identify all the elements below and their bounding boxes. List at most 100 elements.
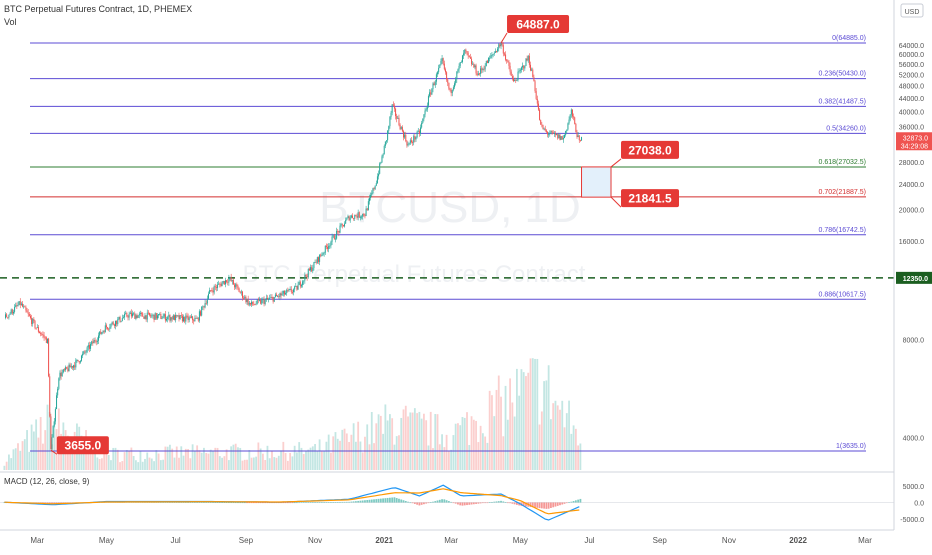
candle-body [315,261,317,263]
volume-bar [339,440,341,470]
candle-body [302,281,304,286]
price-tick-label: 4000.0 [903,435,925,442]
macd-histogram-bar [525,502,527,507]
candle-body [56,395,58,410]
macd-histogram-bar [218,502,221,503]
candle-body [460,61,462,63]
macd-histogram-bar [296,502,298,504]
candle-body [342,224,344,227]
candle-body [141,313,143,314]
macd-histogram-bar [563,502,566,504]
callout-label: 21841.5 [628,192,672,206]
candle-body [499,44,501,47]
macd-histogram-bar [493,501,496,503]
candle-body [320,254,322,256]
time-tick-label: Sep [653,536,668,545]
macd-histogram-bar [189,502,192,503]
candle-body [355,215,357,217]
macd-histogram-bar [488,502,491,503]
candle-body [159,314,161,315]
candle-body [237,286,239,289]
volume-bar [246,459,248,470]
macd-histogram-bar [472,502,475,505]
candle-body [180,315,182,316]
candle-body [112,322,114,325]
candle-body [200,311,202,316]
macd-signal-line [4,488,580,515]
volume-bar [314,444,316,470]
candle-body [435,74,437,82]
candle-body [138,313,140,316]
candle-body [186,315,188,317]
macd-histogram-bar [550,502,552,508]
fib-label-0.618: 0.618(27032.5) [819,159,866,166]
macd-histogram-bar [336,501,339,503]
candle-body [268,298,270,300]
macd-histogram-bar [370,499,373,503]
candle-body [45,337,47,343]
candle-body [351,215,353,219]
volume-bar [407,416,409,470]
candle-body [468,55,470,58]
candle-body [44,337,46,339]
candle-body [229,277,231,279]
volume-bar [280,450,282,470]
macd-histogram-bar [232,502,235,504]
macd-histogram-bar [561,502,564,505]
macd-histogram-bar [159,502,162,503]
candle-body [177,315,179,317]
volume-bar [391,418,394,470]
volume-bar [522,372,525,470]
candle-body [392,104,394,106]
candle-body [19,301,21,305]
macd-histogram-bar [248,502,251,504]
candle-body [26,310,28,313]
candle-body [325,245,327,248]
candle-body [517,71,519,80]
macd-histogram-bar [506,502,509,504]
candle-body [536,98,538,104]
macd-histogram-bar [173,502,176,503]
macd-histogram-bar [237,502,239,504]
volume-bar [227,460,230,470]
candle-body [276,294,278,297]
macd-histogram-bar [166,502,169,503]
candle-body [279,293,281,297]
macd-histogram-bar [262,502,264,504]
candle-body [152,314,154,316]
candle-body [274,294,276,298]
candle-body [217,284,219,288]
candle-body [298,282,300,285]
macd-pane: 5000.0 0.0 -5000.0 [0,484,924,524]
volume-bar [214,447,217,470]
candle-body [438,67,440,73]
candle-body [40,333,42,335]
volume-bar [513,416,516,470]
symbol-title[interactable]: BTC Perpetual Futures Contract, 1D, PHEM… [4,4,192,14]
candle-body [559,134,561,140]
candle-body [433,83,435,86]
time-axis[interactable]: Mar May Jul Sep Nov 2021 Mar May Jul Sep Nov 2022 Ma… [0,529,894,545]
macd-histogram-bar [157,502,160,503]
volume-label[interactable]: Vol [4,17,17,27]
macd-histogram-bar [393,497,396,503]
macd-histogram-bar [214,502,217,503]
macd-label[interactable]: MACD (12, 26, close, 9) [4,477,90,486]
volume-bar [302,454,305,470]
macd-histogram-bar [398,498,400,503]
candle-body [161,318,163,320]
macd-histogram-bar [454,502,457,504]
volume-bar [266,445,269,470]
volume-bar [275,457,278,470]
macd-histogram-bar [271,502,273,504]
volume-bar [486,442,489,470]
volume-bar [103,444,106,470]
price-axis[interactable]: USD 64000.0 60000.0 56000.0 52000.0 48000.0 4… [893,0,932,530]
candle-body [286,290,288,293]
currency-badge[interactable] [900,3,924,18]
macd-histogram-bar [452,502,455,504]
callout-box [56,436,109,455]
volume-bar [69,438,72,470]
candle-body [27,312,29,315]
volume-bar [420,418,423,470]
